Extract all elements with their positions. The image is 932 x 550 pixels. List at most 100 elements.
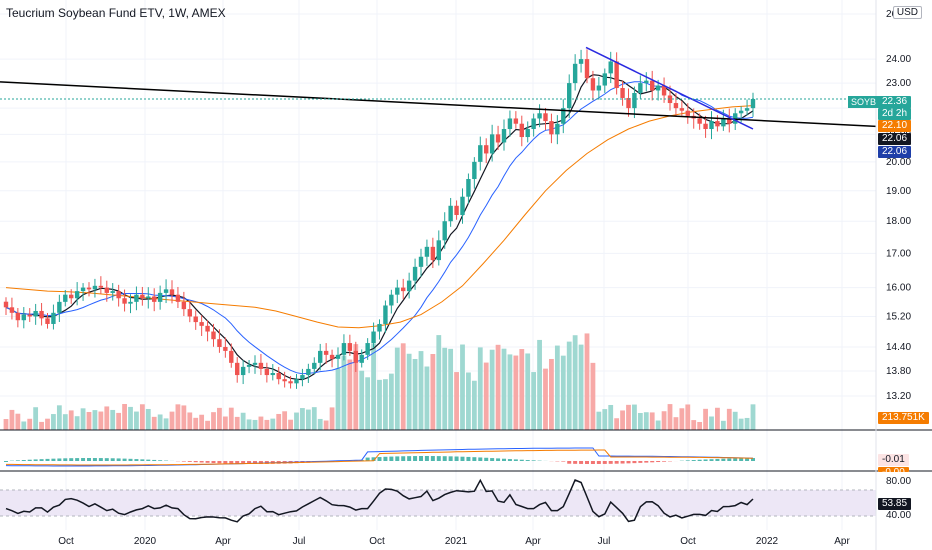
volume-bar	[519, 349, 525, 430]
macd-hist-bar	[502, 458, 506, 461]
candle-body	[104, 287, 109, 293]
time-tick-label: Oct	[369, 536, 385, 547]
price-tick-label: 23.00	[886, 78, 911, 89]
candle-body	[543, 113, 548, 122]
currency-badge[interactable]: USD	[892, 6, 922, 19]
volume-bar	[400, 343, 406, 430]
volume-bar	[258, 416, 264, 430]
volume-bar	[460, 344, 465, 430]
macd-hist-bar	[193, 461, 198, 463]
volume-bar	[163, 418, 169, 430]
candle-body	[525, 129, 530, 138]
candle-body	[181, 301, 187, 310]
volume-bar	[335, 368, 341, 430]
candle-body	[235, 362, 240, 376]
macd-hist-bar	[33, 459, 38, 461]
macd-hist-bar	[39, 459, 44, 461]
volume-bar	[703, 408, 708, 430]
volume-bar	[134, 411, 139, 430]
price-tick-label: 14.40	[886, 342, 911, 353]
candle-body	[418, 256, 424, 267]
candle-body	[329, 354, 335, 359]
candle-body	[650, 80, 655, 91]
price-tick-label: 13.80	[886, 366, 911, 377]
candle-body	[128, 301, 133, 304]
macd-hist-bar	[561, 461, 566, 462]
price-axis[interactable]: 26.0024.0023.0022.0021.0020.0019.0018.00…	[886, 9, 911, 521]
volume-bar	[288, 419, 293, 430]
candle-body	[146, 296, 151, 299]
candle-body	[454, 205, 459, 215]
volume-bar	[637, 412, 643, 430]
candle-body	[484, 145, 489, 154]
volume-bar	[661, 411, 667, 430]
volume-bar	[169, 411, 175, 430]
candle-body	[590, 78, 596, 91]
macd-hist-bar	[258, 461, 263, 464]
candle-body	[205, 325, 210, 332]
volume-bar	[732, 411, 738, 430]
macd-hist-bar	[513, 459, 518, 461]
volume-bar	[240, 412, 246, 430]
candle-body	[495, 134, 501, 143]
rsi-tick-label: 80.00	[886, 476, 911, 487]
candle-body	[3, 301, 9, 308]
macd-hist-bar	[620, 461, 625, 464]
time-axis[interactable]: Oct 2020 Apr Jul Oct 2021 Apr Jul Oct 2022 Apr	[58, 536, 850, 547]
macd-hist-bar	[223, 461, 228, 464]
macd-hist-bar	[608, 461, 613, 464]
macd-hist-bar	[187, 461, 192, 462]
candle-body	[318, 350, 323, 363]
trendlines[interactable]	[0, 46, 877, 130]
last-price-tag: 22.36	[878, 96, 912, 108]
volume-bar	[442, 347, 448, 430]
macd-signal-tag: -0.00	[878, 467, 909, 472]
macd-hist-bar	[626, 461, 631, 464]
macd-hist-bar	[454, 456, 459, 461]
volume-bar	[560, 355, 566, 430]
volume-bar	[371, 343, 376, 430]
candle-body	[614, 61, 619, 89]
candle-body	[157, 292, 163, 302]
macd-hist-bar	[389, 456, 394, 461]
volume-bar	[27, 418, 33, 430]
macd-hist-bar	[21, 460, 26, 461]
candle-body	[578, 59, 584, 64]
volume-bar	[80, 408, 86, 430]
volume-bar	[205, 420, 210, 430]
volume-bar	[667, 404, 673, 430]
volume-bar	[139, 404, 145, 430]
candle-body	[489, 134, 495, 154]
macd-hist-bar	[211, 461, 216, 464]
volume-bar	[68, 410, 74, 430]
candle-body	[430, 246, 436, 261]
volume-bar	[590, 362, 596, 430]
macd-hist-bar	[644, 461, 649, 463]
volume-bar	[311, 407, 317, 430]
ma-slow-tag: 22.10	[878, 120, 912, 132]
volume-bar	[365, 377, 371, 430]
macd-hist-bar	[98, 458, 103, 461]
candle-body	[240, 366, 246, 376]
macd-hist-bar	[525, 460, 530, 461]
macd-hist-bar	[69, 458, 74, 461]
volume-bar	[110, 409, 116, 430]
volume-bar	[566, 341, 572, 430]
volume-bar	[525, 353, 531, 430]
candle-body	[252, 362, 258, 365]
volume-bar	[572, 335, 578, 430]
price-tick-label: 17.00	[886, 248, 911, 259]
macd-value-tag: -0.01	[878, 454, 909, 466]
volume-bar	[537, 339, 542, 430]
volume-bar	[62, 414, 68, 430]
candle-body	[685, 110, 690, 116]
macd-hist-bar	[365, 457, 370, 461]
macd-hist-bar	[519, 459, 524, 461]
volume-bar	[211, 412, 216, 430]
candle-body	[110, 291, 115, 293]
macd-hist-bar	[181, 461, 186, 462]
symbol-tag: SOYB	[848, 96, 880, 108]
macd-hist-bar	[235, 461, 240, 464]
